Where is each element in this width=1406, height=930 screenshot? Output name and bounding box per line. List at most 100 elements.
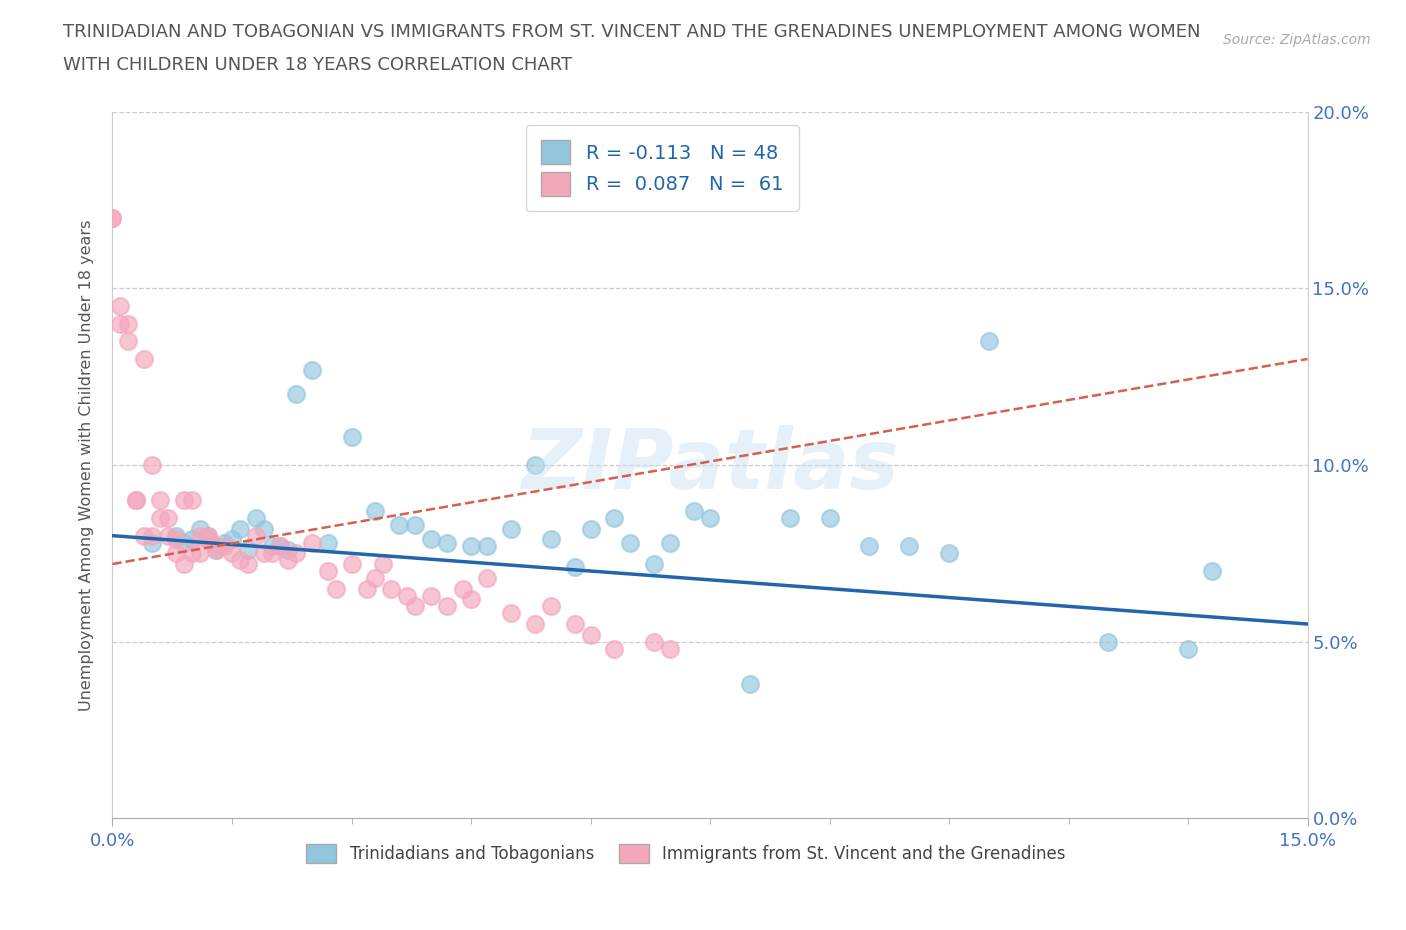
Point — [188, 528, 211, 543]
Point — [245, 528, 267, 543]
Point — [388, 518, 411, 533]
Point — [373, 556, 395, 571]
Point — [938, 546, 960, 561]
Point — [101, 210, 124, 225]
Point — [134, 528, 156, 543]
Text: TRINIDADIAN AND TOBAGONIAN VS IMMIGRANTS FROM ST. VINCENT AND THE GRENADINES UNE: TRINIDADIAN AND TOBAGONIAN VS IMMIGRANTS… — [63, 23, 1201, 41]
Point — [212, 538, 235, 553]
Point — [125, 493, 148, 508]
Point — [436, 599, 458, 614]
Point — [356, 581, 378, 596]
Point — [738, 677, 761, 692]
Point — [277, 553, 299, 568]
Point — [301, 362, 323, 377]
Point — [404, 599, 426, 614]
Point — [420, 532, 443, 547]
Point — [269, 538, 291, 553]
Point — [269, 538, 291, 553]
Point — [277, 542, 299, 557]
Point — [579, 521, 602, 536]
Point — [779, 511, 801, 525]
Point — [316, 564, 339, 578]
Point — [260, 538, 283, 553]
Point — [643, 634, 665, 649]
Point — [260, 546, 283, 561]
Point — [396, 589, 419, 604]
Point — [110, 299, 132, 313]
Point — [818, 511, 841, 525]
Point — [221, 546, 243, 561]
Point — [460, 538, 482, 553]
Point — [499, 521, 522, 536]
Point — [188, 521, 211, 536]
Point — [110, 316, 132, 331]
Point — [499, 606, 522, 621]
Point — [188, 546, 211, 561]
Point — [977, 334, 1000, 349]
Text: Source: ZipAtlas.com: Source: ZipAtlas.com — [1223, 33, 1371, 46]
Point — [229, 521, 252, 536]
Point — [540, 599, 562, 614]
Point — [197, 528, 219, 543]
Point — [643, 556, 665, 571]
Point — [316, 536, 339, 551]
Point — [523, 458, 546, 472]
Point — [165, 532, 187, 547]
Point — [364, 503, 387, 518]
Point — [284, 387, 307, 402]
Point — [205, 542, 228, 557]
Point — [619, 536, 641, 551]
Point — [157, 511, 180, 525]
Point — [284, 546, 307, 561]
Point — [141, 536, 163, 551]
Point — [1177, 642, 1199, 657]
Point — [253, 546, 276, 561]
Point — [181, 493, 204, 508]
Text: WITH CHILDREN UNDER 18 YEARS CORRELATION CHART: WITH CHILDREN UNDER 18 YEARS CORRELATION… — [63, 56, 572, 73]
Point — [165, 546, 187, 561]
Point — [564, 560, 586, 575]
Y-axis label: Unemployment Among Women with Children Under 18 years: Unemployment Among Women with Children U… — [79, 219, 94, 711]
Point — [858, 538, 880, 553]
Point — [236, 542, 259, 557]
Point — [173, 536, 195, 551]
Point — [221, 532, 243, 547]
Point — [173, 556, 195, 571]
Point — [141, 458, 163, 472]
Point — [603, 642, 626, 657]
Point — [523, 617, 546, 631]
Point — [683, 503, 706, 518]
Point — [149, 493, 172, 508]
Point — [436, 536, 458, 551]
Point — [340, 430, 363, 445]
Point — [141, 528, 163, 543]
Point — [117, 316, 139, 331]
Point — [236, 556, 259, 571]
Point — [380, 581, 402, 596]
Point — [245, 511, 267, 525]
Point — [205, 542, 228, 557]
Point — [197, 528, 219, 543]
Point — [404, 518, 426, 533]
Point — [253, 521, 276, 536]
Point — [659, 642, 682, 657]
Point — [603, 511, 626, 525]
Point — [364, 571, 387, 586]
Point — [898, 538, 921, 553]
Point — [212, 536, 235, 551]
Point — [157, 528, 180, 543]
Point — [475, 571, 498, 586]
Point — [579, 627, 602, 642]
Point — [229, 553, 252, 568]
Point — [301, 536, 323, 551]
Point — [134, 352, 156, 366]
Point — [125, 493, 148, 508]
Point — [475, 538, 498, 553]
Point — [101, 210, 124, 225]
Point — [659, 536, 682, 551]
Point — [325, 581, 347, 596]
Point — [165, 528, 187, 543]
Point — [420, 589, 443, 604]
Point — [149, 511, 172, 525]
Point — [173, 493, 195, 508]
